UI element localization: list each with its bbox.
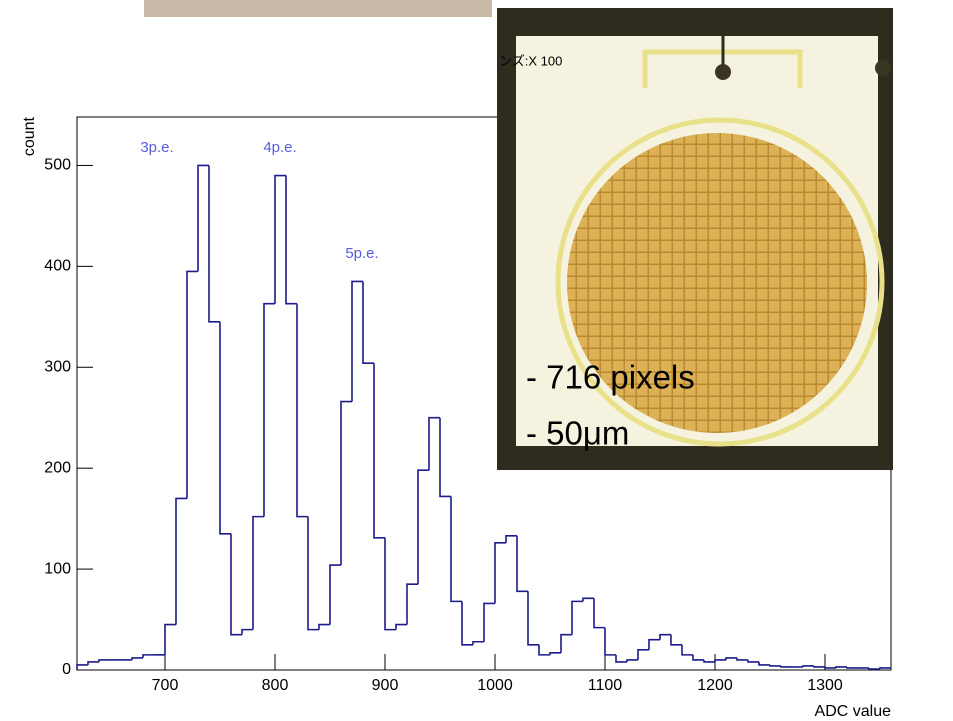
hist-bin	[186, 270, 198, 499]
hist-bin	[307, 516, 319, 631]
hist-bin	[769, 664, 781, 667]
hist-bin	[98, 659, 110, 662]
hist-bin	[780, 665, 792, 668]
hist-bin	[241, 628, 253, 635]
hist-bin	[703, 659, 715, 663]
x-tick-label: 900	[372, 677, 399, 694]
hist-bin	[362, 281, 374, 365]
peak-label: 4p.e.	[263, 139, 296, 156]
x-axis-label: ADC value	[815, 703, 892, 720]
note: - 716 pixels	[526, 359, 695, 396]
hist-bin	[516, 535, 528, 593]
sensor-photo: ンズ:X 100 - 716 pixels - 50μm	[497, 8, 893, 470]
hist-bin	[439, 417, 451, 498]
histogram: 0 100 200 300 400 500 700 800 900 1000 1100 1200 130…	[21, 116, 892, 720]
hist-bin	[692, 654, 704, 661]
hist-bin	[263, 302, 275, 517]
y-tick-label: 400	[44, 258, 71, 275]
hist-bin	[802, 665, 814, 667]
hist-bin	[296, 303, 308, 518]
hist-bin	[175, 497, 187, 625]
hist-bin	[76, 664, 88, 670]
hist-bin	[131, 657, 143, 660]
hist-bin	[428, 416, 440, 471]
hist-bin	[758, 661, 770, 666]
hist-bin	[593, 598, 605, 629]
hist-bin	[615, 654, 627, 663]
lens-label: ンズ:X 100	[499, 53, 562, 68]
hist-bin	[164, 623, 176, 655]
hist-bin	[329, 564, 341, 625]
hist-bin	[681, 644, 693, 656]
hist-bin	[87, 661, 99, 665]
hist-bin	[318, 623, 330, 630]
hist-bin	[648, 638, 660, 650]
hist-bin	[626, 659, 638, 662]
hist-bin	[417, 469, 429, 585]
hist-bin	[846, 666, 858, 669]
hist-bin	[670, 634, 682, 646]
hist-bin	[406, 583, 418, 625]
hist-bin	[538, 644, 550, 656]
hist-bin	[208, 165, 220, 323]
hist-bin	[835, 666, 847, 668]
hist-bin	[461, 601, 473, 646]
hist-bin	[659, 633, 671, 640]
hist-bin	[395, 623, 407, 630]
hist-bin	[505, 534, 517, 543]
hist-bin	[230, 533, 242, 636]
hist-bin	[714, 659, 726, 662]
hist-bin	[560, 633, 572, 653]
hist-bin	[736, 657, 748, 661]
hist-bin	[373, 363, 385, 539]
hist-bin	[725, 657, 737, 660]
top-photo	[144, 0, 492, 17]
peak-label: 3p.e.	[140, 139, 173, 156]
hist-bin	[483, 602, 495, 642]
hist-bin	[582, 597, 594, 602]
y-axis-label: count	[21, 116, 38, 156]
hist-bin	[868, 667, 880, 670]
x-tick-label: 800	[262, 677, 289, 694]
hist-bin	[384, 537, 396, 631]
hist-bin	[637, 649, 649, 660]
hist-bin	[197, 164, 209, 272]
x-tick-label: 1200	[697, 677, 733, 694]
hist-bin	[527, 591, 539, 646]
y-tick-label: 200	[44, 459, 71, 476]
hist-bin	[351, 280, 363, 402]
hist-bin	[549, 652, 561, 655]
hist-bin	[252, 515, 264, 630]
hist-bin	[813, 665, 825, 668]
hist-bin	[604, 627, 616, 656]
hist-bin	[219, 321, 231, 535]
hist-bin	[494, 542, 506, 604]
hist-bin	[879, 667, 891, 669]
hist-bin	[472, 640, 484, 645]
hist-bin	[274, 174, 286, 304]
hist-bin	[571, 600, 583, 635]
y-tick-label: 100	[44, 560, 71, 577]
y-tick-label: 500	[44, 157, 71, 174]
hist-bin	[285, 175, 297, 305]
note: - 50μm	[526, 415, 629, 452]
x-tick-label: 1100	[588, 677, 623, 694]
hist-bin	[450, 496, 462, 603]
x-tick-label: 700	[152, 677, 179, 694]
hist-bin	[340, 400, 352, 566]
hist-bin	[142, 654, 154, 658]
x-tick-label: 1000	[477, 677, 513, 694]
peak-label: 5p.e.	[345, 245, 378, 262]
hist-bin	[747, 659, 759, 663]
hist-bin	[824, 666, 836, 669]
y-tick-label: 0	[62, 661, 71, 678]
x-tick-label: 1300	[807, 677, 843, 694]
y-tick-label: 300	[44, 358, 71, 375]
